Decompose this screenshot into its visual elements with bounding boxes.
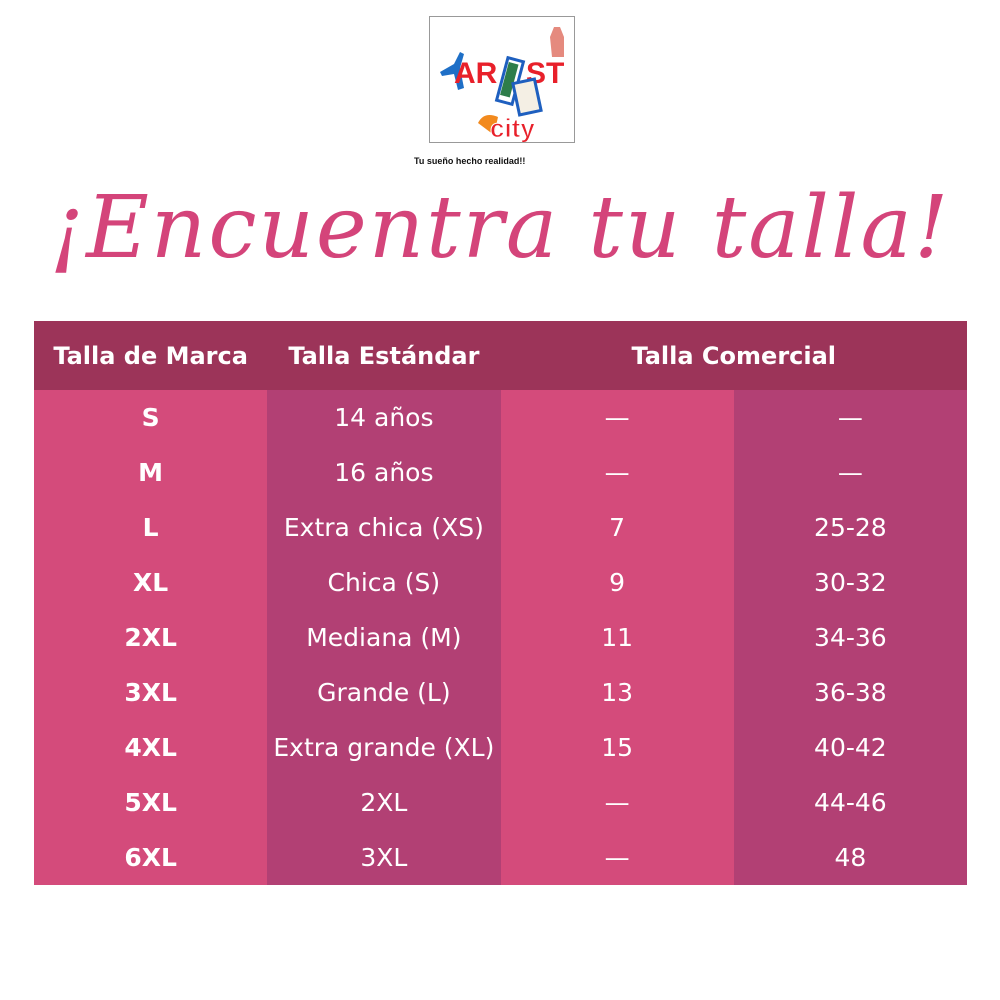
cell-talla-estandar: Chica (S) — [267, 555, 501, 610]
cell-talla-comercial-range: 36-38 — [733, 665, 967, 720]
cell-talla-comercial-num: — — [500, 830, 734, 885]
cell-talla-comercial-range: — — [733, 390, 967, 445]
cell-talla-comercial-num: 9 — [500, 555, 734, 610]
svg-text:AR: AR — [454, 57, 498, 90]
page-title: ¡Encuentra tu talla! — [49, 178, 951, 278]
table-row: 2XL Mediana (M) 11 34-36 — [34, 610, 967, 665]
size-table: Talla de Marca Talla Estándar Talla Come… — [34, 321, 967, 885]
cell-talla-comercial-num: 7 — [500, 500, 734, 555]
cell-talla-comercial-range: 34-36 — [733, 610, 967, 665]
cell-talla-estandar: 14 años — [267, 390, 501, 445]
table-row: 3XL Grande (L) 13 36-38 — [34, 665, 967, 720]
header-talla-comercial: Talla Comercial — [631, 341, 837, 370]
cell-talla-marca: 6XL — [34, 830, 268, 885]
cell-talla-comercial-range: 25-28 — [733, 500, 967, 555]
cell-talla-marca: 2XL — [34, 610, 268, 665]
header-talla-marca: Talla de Marca — [53, 341, 248, 370]
cell-talla-comercial-num: — — [500, 775, 734, 830]
logo-tagline: Tu sueño hecho realidad!! — [414, 156, 526, 166]
cell-talla-comercial-range: 44-46 — [733, 775, 967, 830]
cell-talla-marca: 5XL — [34, 775, 268, 830]
cell-talla-estandar: Grande (L) — [267, 665, 501, 720]
table-row: 5XL 2XL —44-46 — [34, 775, 967, 830]
cell-talla-comercial-num: 11 — [500, 610, 734, 665]
cell-talla-marca: S — [34, 390, 268, 445]
cell-talla-comercial-range: 30-32 — [733, 555, 967, 610]
cell-talla-marca: 4XL — [34, 720, 268, 775]
cell-talla-estandar: 16 años — [267, 445, 501, 500]
cell-talla-marca: M — [34, 445, 268, 500]
cell-talla-comercial-range: — — [733, 445, 967, 500]
cell-talla-marca: XL — [34, 555, 268, 610]
cell-talla-comercial-range: 48 — [733, 830, 967, 885]
header-talla-estandar: Talla Estándar — [288, 341, 480, 370]
cell-talla-marca: L — [34, 500, 268, 555]
table-row: S 14 años — — — [34, 390, 967, 445]
cell-talla-estandar: Extra chica (XS) — [267, 500, 501, 555]
table-row: M 16 años — — — [34, 445, 967, 500]
table-header: Talla de Marca Talla Estándar Talla Come… — [34, 321, 967, 390]
cell-talla-comercial-num: 13 — [500, 665, 734, 720]
artist-city-logo: AR ST city — [429, 16, 575, 143]
cell-talla-marca: 3XL — [34, 665, 268, 720]
cell-talla-comercial-range: 40-42 — [733, 720, 967, 775]
svg-text:city: city — [490, 113, 535, 142]
cell-talla-estandar: Extra grande (XL) — [267, 720, 501, 775]
cell-talla-comercial-num: — — [500, 445, 734, 500]
cell-talla-estandar: 3XL — [267, 830, 501, 885]
cell-talla-comercial-num: 15 — [500, 720, 734, 775]
cell-talla-estandar: Mediana (M) — [267, 610, 501, 665]
cell-talla-estandar: 2XL — [267, 775, 501, 830]
table-row: XL Chica (S) 9 30-32 — [34, 555, 967, 610]
table-row: L Extra chica (XS) 7 25-28 — [34, 500, 967, 555]
table-row: 4XL Extra grande (XL) 15 40-42 — [34, 720, 967, 775]
table-row: 6XL 3XL —48 — [34, 830, 967, 885]
cell-talla-comercial-num: — — [500, 390, 734, 445]
